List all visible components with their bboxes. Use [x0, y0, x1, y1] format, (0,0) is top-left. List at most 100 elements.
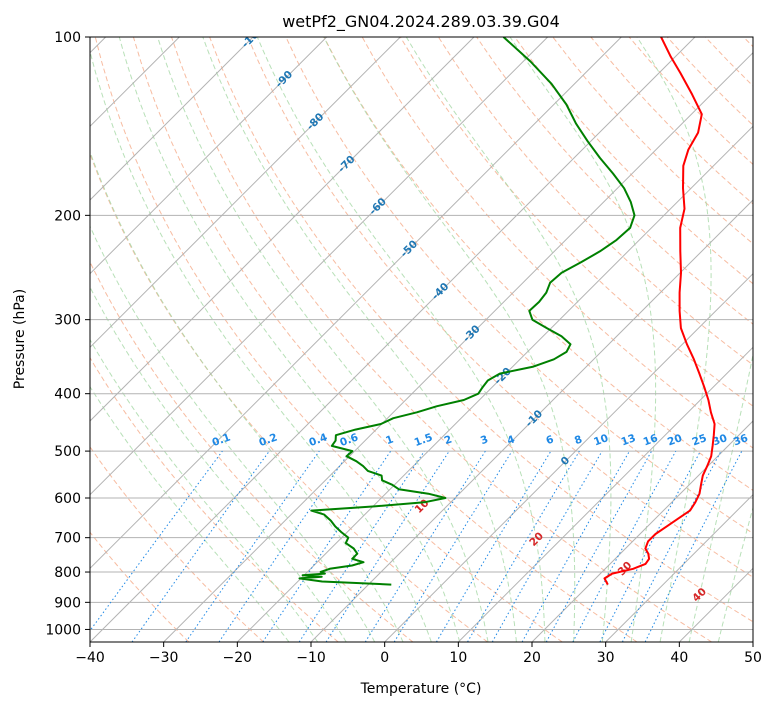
mixing-ratio-line — [545, 450, 653, 642]
x-axis: −40 −30 −20 −10 0 10 20 30 40 50 — [75, 642, 762, 666]
mixing-ratio-label: 8 — [573, 433, 584, 447]
mixing-ratio-label: 6 — [544, 433, 555, 447]
moist-adiabat-line — [202, 37, 517, 642]
mixing-ratio-label: 0.1 — [211, 431, 233, 449]
isotherm-line — [90, 37, 549, 496]
mixing-ratio-line — [572, 450, 677, 642]
x-tick-label: 0 — [380, 650, 389, 666]
dewpoint-profile-line — [298, 37, 636, 586]
moist-adiabat-line — [688, 352, 753, 642]
y-axis-label: Pressure (hPa) — [12, 289, 28, 389]
mixing-ratio-label: 0.6 — [338, 431, 360, 449]
isotherm-line — [310, 199, 753, 642]
moist-adiabat-line — [118, 37, 461, 642]
moist-adiabats — [90, 37, 753, 642]
dry-adiabat-line — [90, 152, 488, 642]
isotherm-line — [90, 37, 401, 349]
dry-adiabat-line — [94, 37, 563, 642]
dry-adiabats — [90, 37, 753, 642]
dry-adiabat-line — [90, 446, 264, 642]
y-tick-label: 400 — [54, 387, 81, 403]
mixing-ratio-line — [262, 450, 392, 642]
x-tick-label: 20 — [523, 650, 541, 666]
mixing-ratio-label: 1.5 — [413, 431, 435, 449]
mixing-ratio-label: 36 — [732, 432, 750, 448]
y-tick-label: 900 — [54, 595, 81, 611]
moist-adiabat-line — [90, 49, 432, 642]
isotherm-line — [457, 346, 753, 642]
mixing-ratio-label: 16 — [642, 432, 660, 448]
mixing-ratio-label: 25 — [691, 432, 709, 448]
moist-adiabat-line — [90, 286, 347, 642]
chart-title: wetPf2_GN04.2024.289.03.39.G04 — [282, 12, 560, 32]
mixing-ratio-line — [393, 450, 513, 642]
moist-adiabat-line — [636, 37, 712, 642]
x-tick-label: 40 — [670, 650, 688, 666]
temperature-profile-line — [603, 37, 716, 586]
plot-frame — [89, 36, 754, 643]
dry-adiabat-line — [90, 356, 339, 642]
moist-adiabat-line — [90, 150, 404, 642]
moist-adiabat-line — [717, 505, 753, 642]
dry-adiabat-line — [171, 37, 712, 642]
mixing-ratio-line — [185, 450, 320, 642]
isotherms — [90, 37, 753, 642]
plot-area: -100-90-80-70-60-50-40-30-20-1000.1 0.2 0.… — [90, 37, 753, 642]
mixing-ratio-line — [521, 450, 630, 642]
isotherm-line — [90, 37, 622, 570]
dry-adiabat-line — [399, 37, 753, 407]
dry-adiabat-line — [323, 37, 753, 491]
mixing-ratio-label: 30 — [711, 432, 729, 448]
y-tick-label: 300 — [54, 313, 81, 329]
mixing-ratio-label: 1 — [384, 433, 395, 447]
y-axis: 100 200 300 400 500 600 700 800 900 1000 — [45, 30, 90, 638]
dry-adiabat-line — [285, 37, 753, 535]
mixing-ratio-label: 3 — [479, 433, 490, 447]
y-tick-label: 1000 — [45, 622, 81, 638]
isotherm-line — [90, 37, 475, 422]
x-tick-label: 50 — [744, 650, 762, 666]
x-tick-label: −10 — [296, 650, 326, 666]
x-tick-label: −30 — [149, 650, 179, 666]
mixing-ratio-line — [218, 450, 351, 642]
mixing-ratio-line — [325, 450, 450, 642]
x-tick-label: −20 — [223, 650, 253, 666]
mixing-ratio-label: 0.4 — [307, 431, 329, 449]
mixing-ratio-label: 20 — [666, 432, 684, 448]
dry-adiabat-line — [132, 37, 638, 642]
mixing-ratio-label: 2 — [443, 433, 454, 447]
dry-adiabat-line — [90, 531, 190, 642]
moist-adiabat-line — [157, 37, 489, 642]
moist-adiabat-line — [90, 385, 290, 642]
y-tick-label: 200 — [54, 208, 81, 224]
isotherm-line — [384, 272, 753, 642]
y-tick-label: 100 — [54, 30, 81, 46]
isotherm-line — [163, 51, 753, 642]
moist-adiabat-line — [509, 37, 657, 642]
isotherm-line — [236, 125, 753, 642]
mixing-ratio-line — [644, 450, 743, 642]
dry-adiabat-line — [247, 37, 753, 578]
mixing-ratio-label: 4 — [506, 433, 517, 447]
isotherm-line — [90, 37, 254, 201]
moist-adiabat-line — [90, 225, 376, 642]
moist-adiabat-line — [405, 37, 612, 642]
isotherm-line — [90, 37, 328, 275]
dry-adiabat-line — [361, 37, 753, 449]
x-tick-label: −40 — [75, 650, 105, 666]
x-tick-label: 30 — [597, 650, 615, 666]
moist-adiabat-line — [256, 37, 546, 642]
y-tick-label: 600 — [54, 491, 81, 507]
mixing-ratio-line — [90, 450, 223, 632]
x-axis-label: Temperature (°C) — [360, 681, 482, 697]
isotherm-line — [90, 37, 696, 642]
mixing-ratio-label: 13 — [620, 432, 638, 448]
mixing-ratio-line — [298, 450, 425, 642]
y-tick-label: 800 — [54, 565, 81, 581]
mixing-ratio-lines — [90, 450, 743, 642]
mixing-ratio-line — [131, 450, 270, 642]
dry-adiabat-line — [514, 37, 753, 285]
mixing-ratio-label: 10 — [592, 432, 610, 448]
